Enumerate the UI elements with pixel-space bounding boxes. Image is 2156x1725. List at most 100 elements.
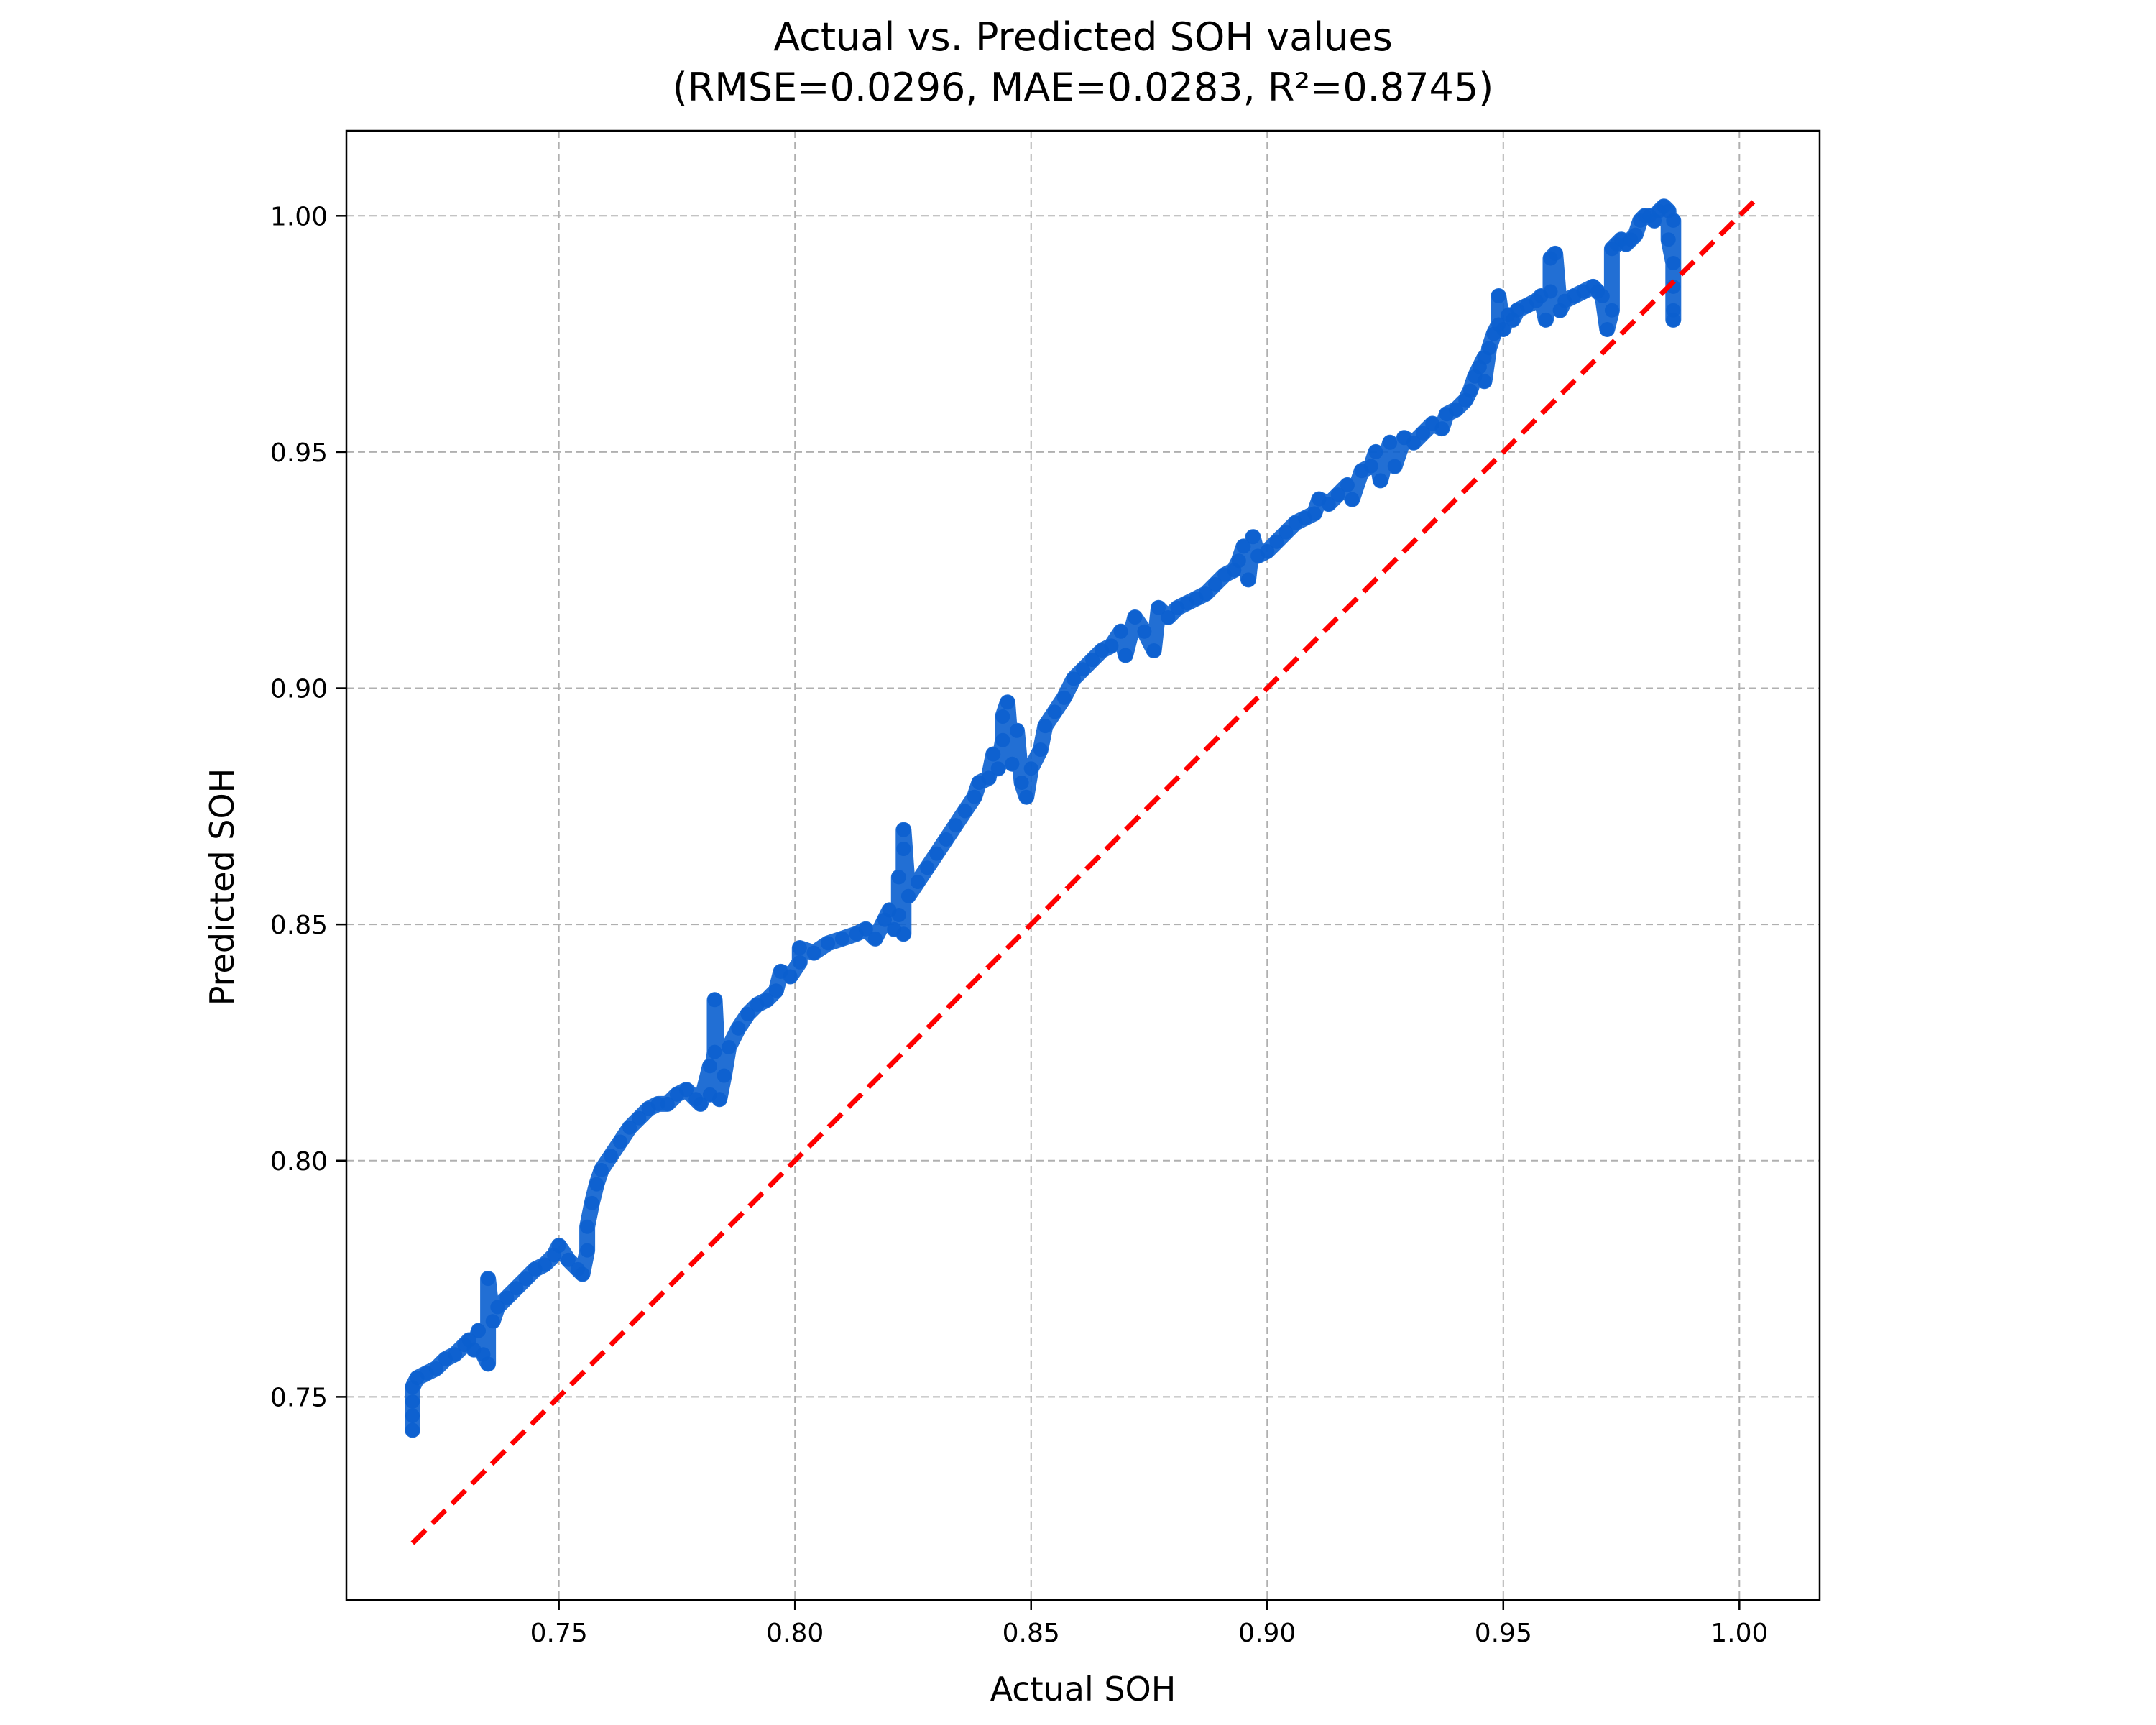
scatter-point: [911, 875, 925, 889]
scatter-point: [1269, 534, 1284, 549]
scatter-point: [896, 842, 911, 856]
scatter-point: [867, 931, 883, 946]
scatter-point: [1231, 553, 1246, 569]
scatter-point: [768, 983, 783, 998]
scatter-point: [481, 1271, 496, 1287]
scatter-point: [929, 846, 944, 861]
scatter-point: [1279, 525, 1294, 540]
scatter-point: [1600, 322, 1615, 336]
scatter-point: [499, 1290, 515, 1305]
scatter-point: [613, 1134, 628, 1149]
scatter-point: [1661, 232, 1676, 247]
scatter-point: [1321, 497, 1336, 512]
ideal-reference-line: [410, 200, 1756, 1545]
scatter-point: [622, 1120, 637, 1135]
chart-title: Actual vs. Predicted SOH values: [773, 14, 1393, 60]
scatter-point: [1666, 213, 1681, 228]
grid: [346, 131, 1820, 1600]
scatter-point: [551, 1238, 566, 1254]
y-tick-label: 0.75: [270, 1383, 328, 1412]
scatter-point: [485, 1314, 500, 1329]
x-tick-label: 0.95: [1475, 1619, 1532, 1648]
scatter-point: [1128, 610, 1143, 625]
scatter-point: [891, 870, 906, 885]
scatter-point: [1113, 624, 1128, 639]
scatter-point: [1406, 435, 1421, 450]
scatter-point: [1628, 227, 1643, 242]
y-tick-label: 0.90: [270, 675, 328, 704]
scatter-point: [939, 832, 954, 847]
scatter-point: [1368, 444, 1383, 459]
scatter-point: [405, 1394, 420, 1409]
scatter-point: [957, 804, 972, 819]
scatter-point: [783, 969, 798, 984]
scatter-point: [589, 1177, 604, 1192]
scatter-point: [722, 1040, 737, 1054]
scatter-point: [1340, 477, 1355, 492]
scatter-point: [702, 1059, 717, 1074]
scatter-point: [731, 1021, 746, 1036]
scatter-point: [948, 818, 963, 833]
scatter-point: [1666, 312, 1681, 327]
scatter-point: [428, 1361, 443, 1376]
scatter-point: [1383, 435, 1398, 450]
scatter-point: [1462, 383, 1478, 398]
scatter-point: [1085, 653, 1100, 668]
y-tick-label: 1.00: [270, 202, 328, 231]
scatter-point: [679, 1082, 694, 1098]
x-tick-label: 0.75: [530, 1619, 588, 1648]
scatter-point: [1416, 426, 1431, 441]
scatter-point: [1076, 662, 1090, 677]
scatter-point: [1538, 312, 1553, 327]
scatter-point: [712, 1092, 727, 1107]
scatter-point: [990, 761, 1005, 776]
scatter-point: [1014, 776, 1029, 790]
y-tick-label: 0.80: [270, 1147, 328, 1177]
scatter-point: [1491, 289, 1506, 303]
scatter-point: [1604, 303, 1619, 318]
scatter-point: [995, 732, 1010, 748]
scatter-point: [759, 993, 774, 1008]
scatter-point: [1363, 459, 1378, 474]
scatter-point: [1387, 459, 1402, 474]
scatter-point: [538, 1257, 552, 1272]
y-axis-label: Predicted SOH: [203, 768, 241, 1006]
scatter-points: [405, 198, 1682, 1438]
x-tick-label: 0.85: [1003, 1619, 1060, 1648]
scatter-point: [1241, 572, 1256, 587]
scatter-point: [1161, 610, 1176, 625]
y-tick-label: 0.95: [270, 438, 328, 468]
scatter-point: [1595, 289, 1610, 303]
scatter-point: [448, 1347, 463, 1362]
scatter-point: [1543, 284, 1558, 299]
scatter-point: [707, 1044, 722, 1059]
y-tick-label: 0.85: [270, 911, 328, 940]
scatter-point: [603, 1149, 618, 1164]
scatter-point: [1345, 492, 1360, 507]
scatter-point: [1449, 402, 1464, 417]
scatter-point: [580, 1243, 595, 1258]
scatter-point: [594, 1162, 609, 1177]
scatter-point: [1033, 742, 1048, 757]
x-tick-label: 0.80: [766, 1619, 824, 1648]
scatter-point: [1208, 576, 1222, 592]
scatter-point: [1434, 421, 1450, 436]
scatter-point: [693, 1096, 708, 1111]
scatter-point: [1010, 723, 1024, 738]
scatter-point: [1548, 246, 1563, 261]
scatter-point: [896, 926, 911, 942]
scatter-point: [490, 1300, 505, 1315]
scatter-point: [1038, 719, 1053, 734]
scatter-point: [1005, 756, 1020, 771]
reference-line-layer: [410, 200, 1756, 1545]
scatter-point: [1477, 374, 1492, 389]
scatter-point: [920, 860, 935, 875]
scatter-point: [717, 1068, 732, 1083]
scatter-point: [580, 1219, 595, 1234]
scatter-point: [986, 747, 1001, 762]
scatter-point: [1260, 543, 1275, 558]
scatter-point: [1019, 789, 1034, 804]
scatter-point: [1000, 695, 1015, 710]
scatter-point: [1151, 600, 1166, 615]
